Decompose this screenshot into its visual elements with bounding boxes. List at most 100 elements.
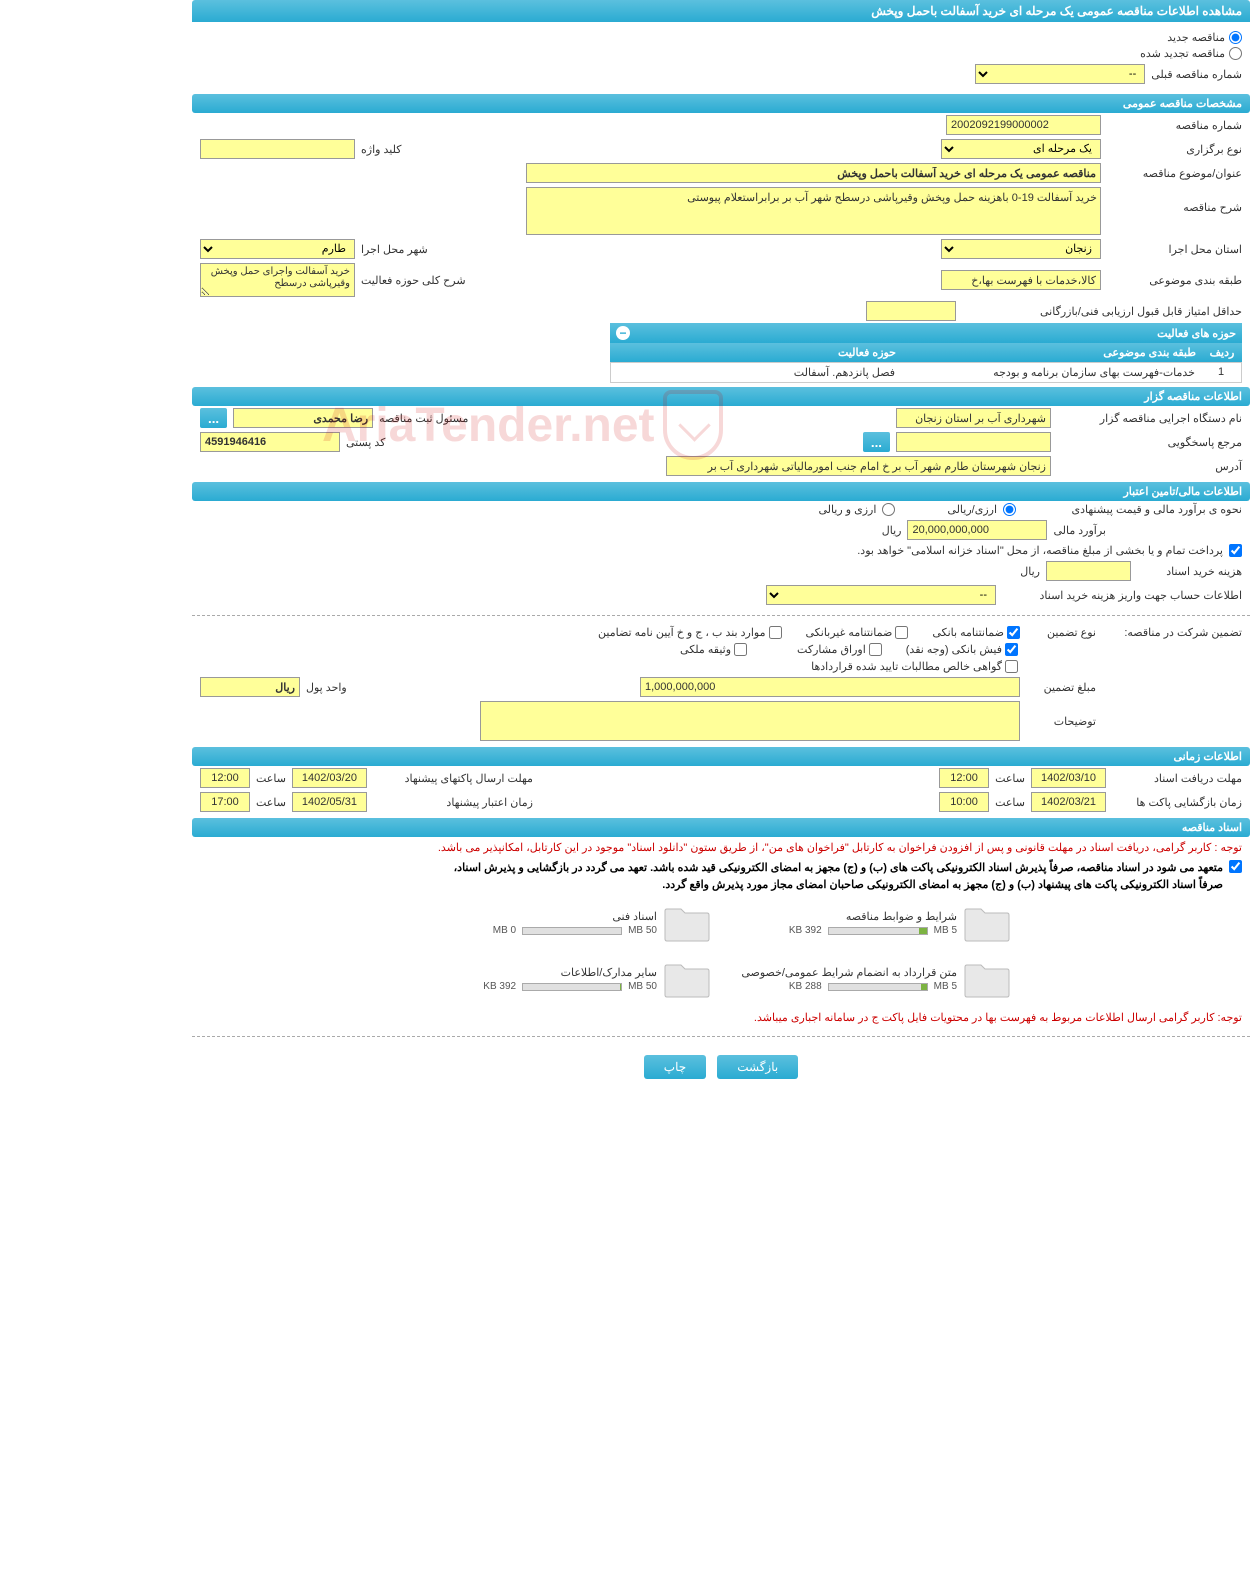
answering-input[interactable] xyxy=(896,432,1051,452)
keyword-label: کلید واژه xyxy=(361,143,401,156)
radio-both-label: ارزی و ریالی xyxy=(818,503,876,516)
activity-desc-input[interactable] xyxy=(200,263,355,297)
collapse-icon[interactable]: − xyxy=(616,326,630,340)
address-input[interactable] xyxy=(666,456,1051,476)
section-organizer: اطلاعات مناقصه گزار xyxy=(192,387,1250,406)
doc-progress-fill xyxy=(620,984,621,990)
send-deadline-time[interactable] xyxy=(200,768,250,788)
postal-input[interactable] xyxy=(200,432,340,452)
print-button[interactable]: چاپ xyxy=(644,1055,706,1079)
cb-nonbank-guarantee[interactable] xyxy=(895,626,908,639)
col-activity-header: حوزه فعالیت xyxy=(612,343,902,362)
answering-lookup-button[interactable]: ... xyxy=(863,432,890,452)
city-select[interactable]: طارم xyxy=(200,239,355,259)
address-label: آدرس xyxy=(1057,460,1242,473)
activity-table: حوزه های فعالیت − ردیف طبقه بندی موضوعی … xyxy=(610,323,1242,383)
radio-renewed-tender[interactable] xyxy=(1229,47,1242,60)
desc-textarea[interactable] xyxy=(526,187,1101,235)
remarks-textarea[interactable] xyxy=(480,701,1020,741)
doc-used: 392 KB xyxy=(789,925,822,936)
postal-label: کد پستی xyxy=(346,436,385,449)
opening-label: زمان بازگشایی پاکت ها xyxy=(1112,796,1242,809)
time-label-2: ساعت xyxy=(256,772,286,785)
cb-bylaw-label: موارد بند ب ، ج و خ آیین نامه تضامین xyxy=(598,626,765,639)
treasury-checkbox[interactable] xyxy=(1229,544,1242,557)
docs-note-3: توجه: کاربر گرامی ارسال اطلاعات مربوط به… xyxy=(192,1007,1250,1028)
folder-icon xyxy=(663,903,711,943)
doc-card: شرایط و ضوابط مناقصه 5 MB 392 KB xyxy=(731,903,1011,943)
cb-bank-receipt[interactable] xyxy=(1005,643,1018,656)
responsible-input[interactable] xyxy=(233,408,373,428)
prev-number-label: شماره مناقصه قبلی xyxy=(1151,68,1242,81)
radio-both[interactable] xyxy=(882,503,895,516)
money-unit-input[interactable] xyxy=(200,677,300,697)
cb-certified[interactable] xyxy=(1005,660,1018,673)
page-title: مشاهده اطلاعات مناقصه عمومی یک مرحله ای … xyxy=(192,0,1250,22)
doc-progress-bar xyxy=(522,983,622,991)
back-button[interactable]: بازگشت xyxy=(717,1055,798,1079)
folder-icon xyxy=(663,959,711,999)
validity-date[interactable] xyxy=(292,792,367,812)
validity-time[interactable] xyxy=(200,792,250,812)
city-label: شهر محل اجرا xyxy=(361,243,428,256)
account-info-select[interactable]: -- xyxy=(766,585,996,605)
cb-bylaw[interactable] xyxy=(769,626,782,639)
guarantee-amount-input[interactable] xyxy=(640,677,1020,697)
commitment-checkbox[interactable] xyxy=(1229,860,1242,873)
subject-label: عنوان/موضوع مناقصه xyxy=(1107,167,1242,180)
answering-label: مرجع پاسخگویی xyxy=(1057,436,1242,449)
doc-progress-bar xyxy=(828,927,928,935)
doc-cost-label: هزینه خرید اسناد xyxy=(1137,565,1242,578)
province-select[interactable]: زنجان xyxy=(941,239,1101,259)
col-row-header: ردیف xyxy=(1202,343,1242,362)
category-input[interactable] xyxy=(941,270,1101,290)
tender-number-input[interactable] xyxy=(946,115,1101,135)
cb-bank-guarantee-label: ضمانتنامه بانکی xyxy=(932,626,1004,639)
docs-row-2: متن قرارداد به انضمام شرایط عمومی/خصوصی … xyxy=(192,951,1250,1007)
treasury-note: پرداخت تمام و یا بخشی از مبلغ مناقصه، از… xyxy=(857,544,1223,557)
opening-time[interactable] xyxy=(939,792,989,812)
doc-progress-bar xyxy=(522,927,622,935)
estimate-label: برآورد مالی xyxy=(1053,524,1106,537)
doc-cap: 5 MB xyxy=(934,981,957,992)
radio-new-tender[interactable] xyxy=(1229,31,1242,44)
radio-rial[interactable] xyxy=(1003,503,1016,516)
mode-block: مناقصه جدید مناقصه تجدید شده شماره مناقص… xyxy=(192,22,1250,90)
receive-deadline-time[interactable] xyxy=(939,768,989,788)
doc-card: متن قرارداد به انضمام شرایط عمومی/خصوصی … xyxy=(731,959,1011,999)
estimate-input[interactable] xyxy=(907,520,1047,540)
desc-label: شرح مناقصه xyxy=(1107,187,1242,214)
subject-input[interactable] xyxy=(526,163,1101,183)
org-name-input[interactable] xyxy=(896,408,1051,428)
receive-deadline-date[interactable] xyxy=(1031,768,1106,788)
validity-label: زمان اعتبار پیشنهاد xyxy=(373,796,533,809)
activity-table-header: حوزه های فعالیت − xyxy=(610,323,1242,343)
guarantee-amount-label: مبلغ تضمین xyxy=(1026,681,1096,694)
cb-certified-label: گواهی خالص مطالبات تایید شده قراردادها xyxy=(811,660,1002,673)
money-unit-label: واحد پول xyxy=(306,681,347,694)
section-docs: اسناد مناقصه xyxy=(192,818,1250,837)
responsible-lookup-button[interactable]: ... xyxy=(200,408,227,428)
send-deadline-date[interactable] xyxy=(292,768,367,788)
cb-bank-guarantee[interactable] xyxy=(1007,626,1020,639)
doc-cost-input[interactable] xyxy=(1046,561,1131,581)
doc-cap: 5 MB xyxy=(934,925,957,936)
prev-number-select[interactable]: -- xyxy=(975,64,1145,84)
cb-securities[interactable] xyxy=(869,643,882,656)
col-category-header: طبقه بندی موضوعی xyxy=(902,343,1202,362)
doc-title: متن قرارداد به انضمام شرایط عمومی/خصوصی xyxy=(731,966,957,979)
opening-date[interactable] xyxy=(1031,792,1106,812)
type-select[interactable]: یک مرحله ای xyxy=(941,139,1101,159)
table-row: 1 خدمات-فهرست بهای سازمان برنامه و بودجه… xyxy=(610,362,1242,383)
min-score-input[interactable] xyxy=(866,301,956,321)
docs-note-1: توجه : کاربر گرامی، دریافت اسناد در مهلت… xyxy=(192,837,1250,858)
divider-bottom xyxy=(192,1036,1250,1037)
doc-progress-bar xyxy=(828,983,928,991)
cb-property[interactable] xyxy=(734,643,747,656)
time-label-1: ساعت xyxy=(995,772,1025,785)
keyword-input[interactable] xyxy=(200,139,355,159)
responsible-label: مسئول ثبت مناقصه xyxy=(379,412,468,425)
type-label: نوع برگزاری xyxy=(1107,143,1242,156)
folder-icon xyxy=(963,959,1011,999)
radio-new-label: مناقصه جدید xyxy=(1167,31,1225,44)
